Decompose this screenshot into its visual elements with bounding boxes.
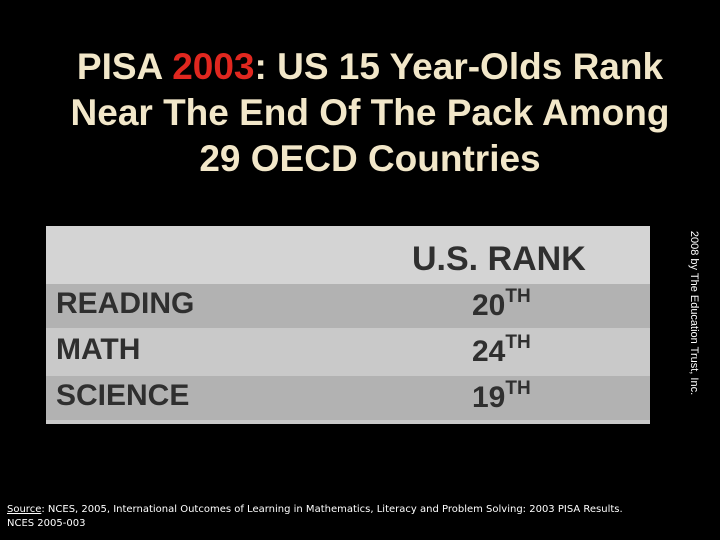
title-year-highlight: 2003	[172, 46, 255, 87]
table-header: U.S. RANK	[46, 226, 650, 284]
table-row-science: SCIENCE 19TH	[46, 376, 650, 420]
rank-value: 20TH	[472, 286, 531, 322]
rank-table: U.S. RANK READING 20TH MATH 24TH SCIENCE…	[46, 226, 650, 424]
rank-value: 19TH	[472, 378, 531, 414]
table-row-math: MATH 24TH	[46, 330, 650, 374]
title-prefix: PISA	[76, 46, 173, 87]
source-text: : NCES, 2005, International Outcomes of …	[41, 504, 623, 515]
column-header-us-rank: U.S. RANK	[412, 240, 586, 278]
title-line-1: PISA 2003: US 15 Year-Olds Rank	[20, 44, 720, 90]
rank-suffix: TH	[505, 378, 531, 399]
title-line-3: 29 OECD Countries	[199, 138, 541, 179]
subject-label: READING	[56, 287, 195, 320]
subject-label: MATH	[56, 333, 141, 366]
table-row-reading: READING 20TH	[46, 284, 650, 328]
title-line-2: Near The End Of The Pack Among	[70, 92, 670, 133]
slide-title: PISA 2003: US 15 Year-Olds Rank Near The…	[20, 44, 720, 182]
source-citation: Source: NCES, 2005, International Outcom…	[7, 503, 623, 531]
source-line-1: Source: NCES, 2005, International Outcom…	[7, 503, 623, 517]
rank-suffix: TH	[505, 332, 531, 353]
copyright-notice: 2008 by The Education Trust, Inc.	[688, 230, 700, 396]
subject-label: SCIENCE	[56, 379, 190, 412]
title-suffix: : US 15 Year-Olds Rank	[254, 46, 664, 87]
rank-value: 24TH	[472, 332, 531, 368]
rank-suffix: TH	[505, 286, 531, 307]
source-label: Source	[7, 504, 42, 515]
source-line-2: NCES 2005-003	[7, 518, 86, 529]
